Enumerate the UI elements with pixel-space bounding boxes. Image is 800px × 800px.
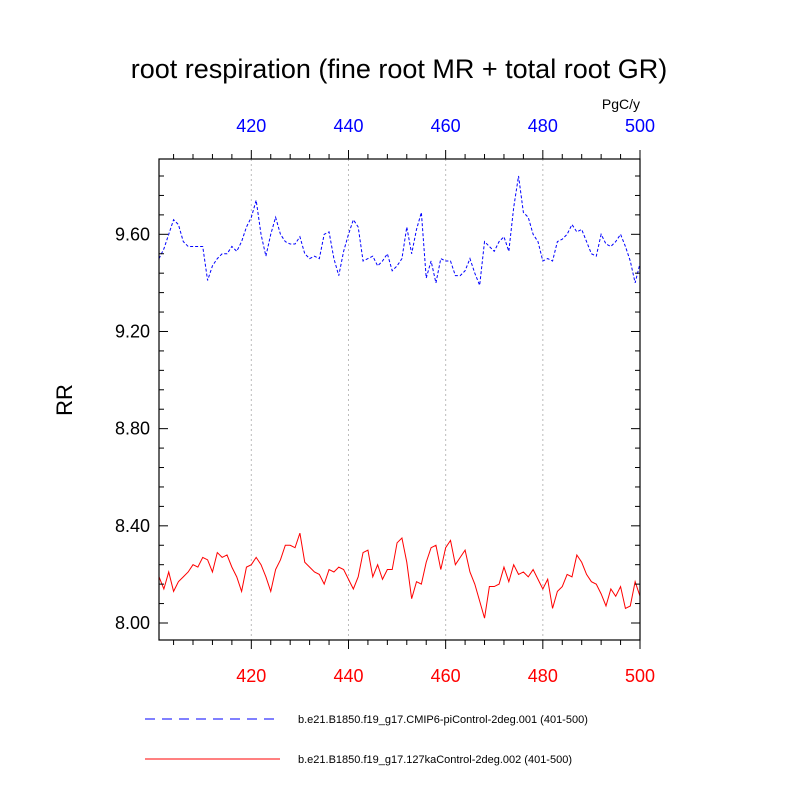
y-tick-label: 8.80	[115, 419, 150, 439]
x-tick-label-top: 440	[333, 116, 363, 136]
x-tick-label-top: 460	[431, 116, 461, 136]
units-label: PgC/y	[602, 96, 640, 112]
x-tick-label-bottom: 480	[528, 666, 558, 686]
y-tick-label: 9.20	[115, 321, 150, 341]
y-axis-label: RR	[52, 384, 77, 416]
y-tick-label: 8.40	[115, 516, 150, 536]
x-tick-label-bottom: 460	[431, 666, 461, 686]
chart-title: root respiration (fine root MR + total r…	[131, 54, 667, 84]
legend-label-1: b.e21.B1850.f19_g17.CMIP6-piControl-2deg…	[298, 714, 588, 726]
legend-label-2: b.e21.B1850.f19_g17.127kaControl-2deg.00…	[298, 754, 572, 766]
series-line-2	[158, 532, 641, 619]
x-tick-label-bottom: 420	[236, 666, 266, 686]
x-tick-label-top: 500	[625, 116, 655, 136]
y-tick-label: 9.60	[115, 224, 150, 244]
grid-lines	[250, 159, 544, 640]
axis-ticks: 8.00 8.40 8.80 9.20 9.60 420 420 440 440 460 460 48…	[115, 116, 655, 686]
x-tick-label-top: 420	[236, 116, 266, 136]
x-tick-label-top: 480	[528, 116, 558, 136]
series-group	[158, 175, 641, 619]
x-tick-label-bottom: 500	[625, 666, 655, 686]
legend: b.e21.B1850.f19_g17.CMIP6-piControl-2deg…	[145, 714, 588, 766]
y-tick-label: 8.00	[115, 613, 150, 633]
series-line-1	[158, 175, 641, 286]
x-tick-label-bottom: 440	[333, 666, 363, 686]
plot-frame	[158, 158, 641, 641]
